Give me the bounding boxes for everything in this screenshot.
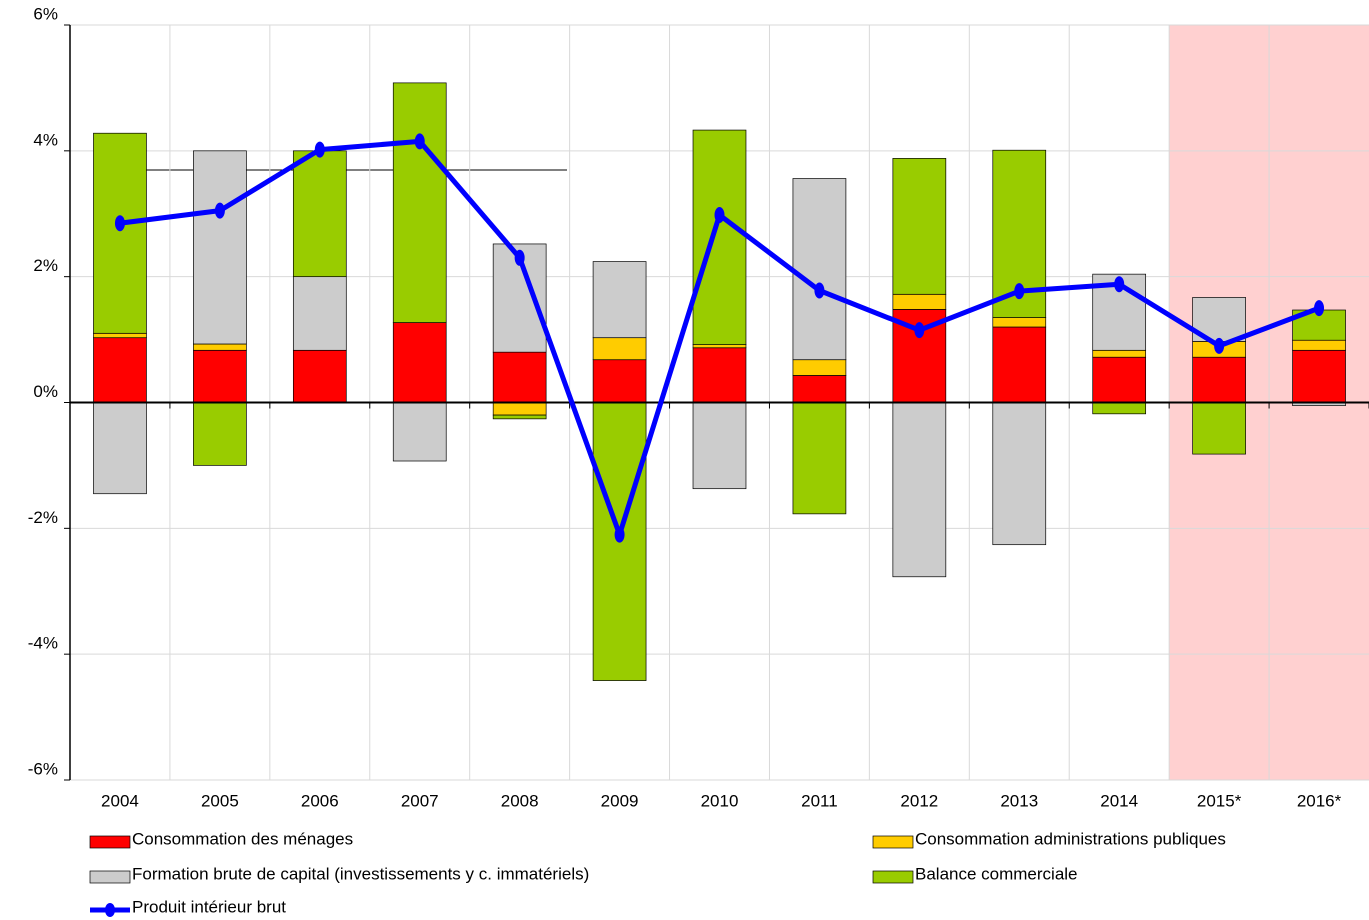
bar xyxy=(1192,402,1246,455)
bar xyxy=(392,82,447,323)
bar xyxy=(193,343,247,351)
bar xyxy=(792,178,847,361)
line-marker xyxy=(714,207,725,224)
x-tick-label: 2010 xyxy=(701,791,739,810)
bar xyxy=(193,402,247,466)
y-tick-label: 4% xyxy=(33,130,58,149)
legend-swatch xyxy=(89,835,131,849)
legend-label: Produit intérieur brut xyxy=(132,897,286,916)
line-marker xyxy=(514,249,525,266)
bar xyxy=(1292,349,1346,403)
legend-label: Consommation des ménages xyxy=(132,829,353,848)
bar xyxy=(492,402,547,416)
bar xyxy=(592,261,647,339)
bar xyxy=(792,402,847,515)
legend-swatch xyxy=(89,870,131,884)
bar xyxy=(1292,339,1346,351)
bar xyxy=(1192,356,1246,403)
legend-label: Consommation administrations publiques xyxy=(915,829,1226,848)
bar xyxy=(992,402,1047,546)
x-tick-label: 2009 xyxy=(601,791,639,810)
bar xyxy=(93,332,147,339)
bar xyxy=(892,293,947,310)
x-tick-label: 2013 xyxy=(1000,791,1038,810)
y-tick-label: 2% xyxy=(33,256,58,275)
bar xyxy=(892,402,947,578)
bar xyxy=(692,344,747,349)
bar xyxy=(193,349,247,403)
legend-swatch xyxy=(872,870,914,884)
x-tick-label: 2016* xyxy=(1297,791,1342,810)
line-marker xyxy=(1114,276,1125,293)
bar xyxy=(93,132,147,334)
legend-label: Balance commerciale xyxy=(915,864,1078,883)
line-marker xyxy=(1214,337,1225,354)
bar xyxy=(692,402,747,490)
x-tick-label: 2004 xyxy=(101,791,139,810)
x-tick-label: 2005 xyxy=(201,791,239,810)
y-tick-label: -6% xyxy=(28,759,58,778)
x-tick-label: 2012 xyxy=(900,791,938,810)
x-tick-label: 2008 xyxy=(501,791,539,810)
bar xyxy=(792,359,847,376)
bar xyxy=(692,129,747,345)
bar xyxy=(292,276,347,351)
bar xyxy=(592,337,647,361)
x-tick-label: 2011 xyxy=(801,791,838,810)
x-tick-label: 2007 xyxy=(401,791,439,810)
legend-swatch xyxy=(872,835,914,849)
bar xyxy=(392,402,447,462)
bar xyxy=(93,337,147,403)
bar xyxy=(592,359,647,403)
bar xyxy=(792,375,847,403)
bar xyxy=(292,150,347,278)
line-marker xyxy=(414,133,425,150)
line-marker xyxy=(914,322,925,339)
y-tick-label: 0% xyxy=(33,382,58,401)
bar xyxy=(392,322,447,403)
bar xyxy=(1092,356,1147,403)
bar xyxy=(692,347,747,403)
bar xyxy=(93,402,147,495)
line-marker xyxy=(814,282,825,299)
bar xyxy=(892,158,947,295)
x-tick-label: 2015* xyxy=(1197,791,1242,810)
line-marker xyxy=(614,526,625,543)
bar xyxy=(292,349,347,403)
y-tick-label: 6% xyxy=(33,4,58,23)
bar xyxy=(992,326,1047,403)
line-marker xyxy=(1014,283,1025,300)
legend-marker xyxy=(105,903,115,917)
bar xyxy=(492,351,547,403)
x-tick-label: 2014 xyxy=(1100,791,1138,810)
bar xyxy=(193,150,247,345)
y-tick-label: -2% xyxy=(28,508,58,527)
y-tick-label: -4% xyxy=(28,634,58,653)
line-marker xyxy=(314,141,325,158)
bar xyxy=(492,414,547,420)
line-marker xyxy=(114,215,125,232)
legend-label: Formation brute de capital (investisseme… xyxy=(132,864,589,883)
line-marker xyxy=(1314,300,1325,317)
x-tick-label: 2006 xyxy=(301,791,339,810)
bar xyxy=(1092,349,1147,358)
bar xyxy=(992,317,1047,328)
bar xyxy=(1092,402,1147,415)
line-marker xyxy=(214,202,225,219)
